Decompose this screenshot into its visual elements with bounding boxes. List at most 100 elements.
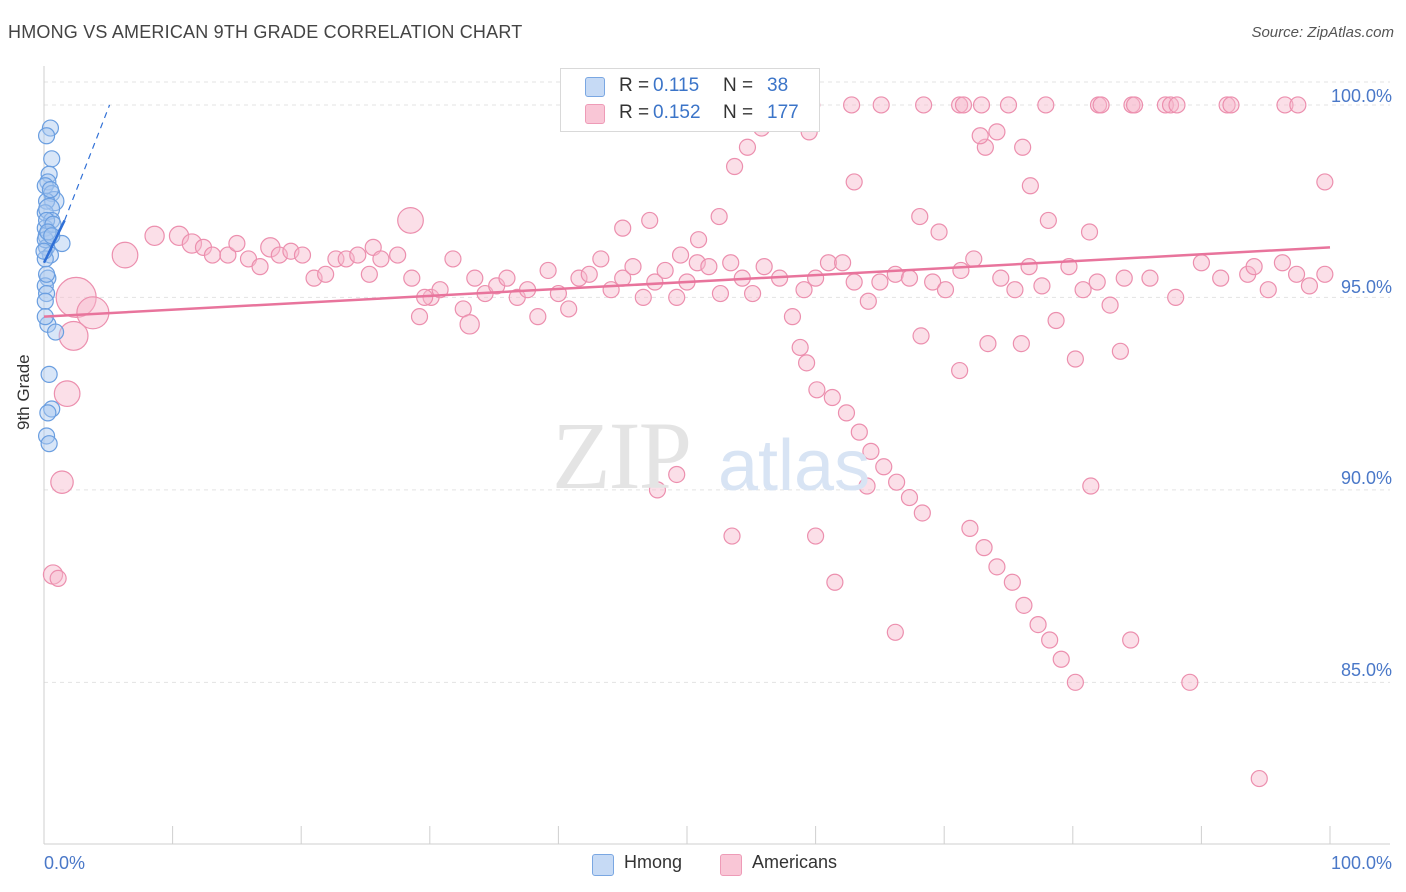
americans-point	[624, 258, 642, 276]
americans-point	[979, 334, 997, 353]
americans-point	[886, 623, 904, 641]
watermark-atlas: atlas	[718, 426, 871, 506]
americans-point	[1212, 269, 1230, 287]
americans-point	[806, 527, 825, 545]
americans-point	[1092, 96, 1110, 114]
stats-legend: R = 0.115 N = 38 R = 0.152 N = 177	[560, 68, 820, 132]
hmong-point	[37, 127, 56, 145]
americans-point	[317, 265, 335, 283]
americans-point	[992, 269, 1010, 287]
americans-point	[1245, 258, 1263, 276]
americans-point	[1039, 211, 1057, 230]
americans-point	[1316, 173, 1334, 191]
americans-point	[203, 246, 222, 264]
y-tick-label: 95.0%	[1340, 277, 1392, 297]
americans-point	[837, 404, 856, 422]
americans-point	[843, 96, 861, 114]
americans-point	[823, 388, 841, 407]
americans-point	[845, 173, 863, 191]
americans-point	[1041, 631, 1059, 649]
americans-point	[1287, 265, 1306, 283]
americans-point	[862, 442, 880, 460]
americans-point	[1125, 96, 1144, 114]
y-tick-label: 85.0%	[1340, 660, 1392, 680]
legend-n-value: 177	[767, 102, 799, 123]
americans-point	[671, 246, 690, 264]
americans-point	[834, 254, 852, 272]
x-tick-label-max: 100.0%	[1330, 853, 1392, 873]
hmong-point	[43, 150, 61, 168]
hmong-point	[39, 404, 57, 422]
americans-point	[988, 123, 1006, 141]
americans-point	[871, 273, 889, 291]
americans-point	[219, 246, 237, 264]
americans-point	[1167, 288, 1185, 307]
americans-point	[1012, 334, 1030, 353]
americans-point	[806, 269, 825, 287]
americans-point	[999, 96, 1018, 114]
americans-point	[634, 288, 652, 307]
americans-point	[403, 269, 421, 287]
americans-point	[797, 354, 816, 372]
americans-point	[144, 225, 165, 247]
americans-point	[459, 314, 480, 335]
americans-trend-line	[43, 246, 1331, 318]
x-tick-label-min: 0.0%	[44, 853, 86, 873]
americans-point	[293, 246, 312, 264]
legend-r-value: 0.115	[653, 75, 700, 96]
americans-point	[466, 269, 484, 287]
americans-point	[900, 269, 919, 287]
americans-point	[1250, 769, 1268, 788]
americans-point	[53, 380, 81, 408]
americans-point	[1006, 281, 1024, 299]
americans-point	[912, 327, 930, 345]
americans-point	[1289, 96, 1307, 114]
americans-point	[858, 477, 876, 495]
americans-point	[900, 488, 919, 507]
americans-point	[181, 233, 203, 254]
americans-point	[1101, 296, 1119, 314]
americans-point	[689, 231, 708, 249]
americans-point	[444, 250, 462, 268]
americans-point	[915, 96, 933, 114]
americans-point	[251, 258, 269, 276]
americans-point	[1115, 269, 1133, 287]
legend-n-label: N =	[723, 102, 754, 123]
americans-point	[725, 157, 744, 176]
americans-point	[560, 300, 578, 318]
americans-point	[1181, 673, 1199, 691]
americans-legend-label: Americans	[752, 852, 838, 872]
americans-point	[397, 207, 424, 234]
chart-title: HMONG VS AMERICAN 9TH GRADE CORRELATION …	[8, 22, 523, 42]
hmong-point	[37, 265, 56, 283]
americans-point	[646, 273, 664, 291]
americans-point	[1088, 273, 1106, 291]
americans-point	[668, 288, 686, 307]
americans-point	[936, 281, 955, 299]
y-tick-label: 90.0%	[1340, 468, 1392, 488]
americans-point	[168, 225, 190, 247]
americans-point	[372, 250, 390, 268]
americans-point	[1066, 673, 1084, 691]
americans-point	[913, 504, 931, 522]
americans-point	[952, 261, 970, 280]
americans-point	[668, 465, 686, 484]
hmong-point	[41, 119, 60, 137]
americans-point	[872, 96, 890, 114]
americans-point	[819, 254, 838, 272]
americans-point	[826, 573, 844, 591]
legend-n-value: 38	[767, 75, 789, 96]
americans-point	[49, 569, 67, 588]
hmong-legend-icon	[592, 854, 614, 876]
americans-point	[1218, 96, 1236, 114]
americans-point	[1037, 96, 1055, 114]
americans-point	[1222, 96, 1240, 114]
americans-point	[1066, 350, 1084, 368]
americans-point	[410, 308, 429, 326]
americans-point	[1122, 631, 1140, 649]
americans-point	[961, 519, 979, 537]
americans-point	[1192, 254, 1211, 272]
americans-point	[592, 250, 610, 268]
americans-point	[875, 458, 893, 476]
